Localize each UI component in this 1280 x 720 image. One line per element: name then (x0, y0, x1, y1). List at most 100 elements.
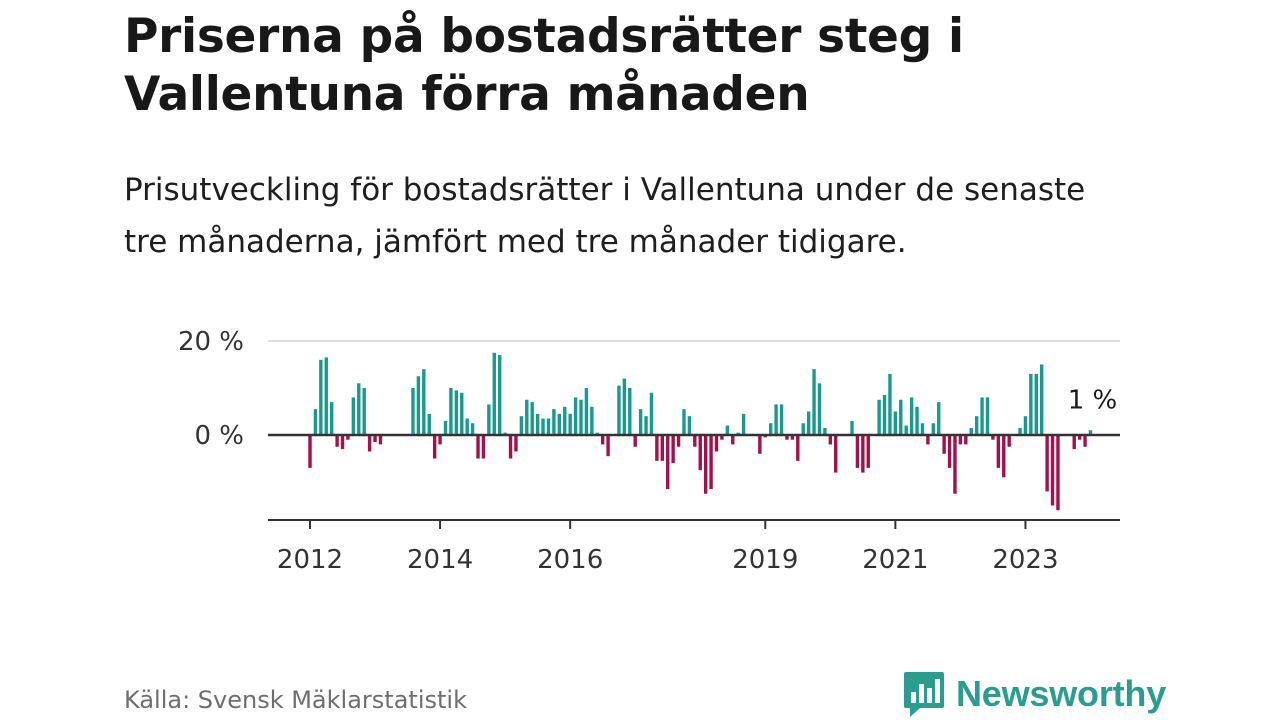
bar (530, 402, 534, 435)
bar (1045, 435, 1049, 492)
bar (974, 416, 979, 435)
bar (362, 388, 366, 435)
bar (666, 435, 670, 490)
bar (546, 418, 551, 435)
bar (1088, 430, 1093, 435)
newsworthy-logo: Newsworthy (902, 670, 1166, 718)
bar (416, 376, 421, 435)
bar (969, 427, 973, 435)
bar (367, 435, 372, 452)
bar (573, 397, 578, 435)
bar (812, 369, 816, 435)
bar (828, 435, 833, 445)
bar (953, 435, 957, 494)
bar (1050, 435, 1055, 506)
bar (346, 435, 350, 440)
y-tick-label: 0 % (194, 421, 244, 451)
bar (308, 435, 312, 468)
bar (915, 406, 919, 435)
bar (465, 418, 469, 435)
bar (980, 397, 984, 435)
bar (600, 435, 605, 445)
bar (492, 352, 496, 435)
bar (942, 435, 946, 454)
x-tick-label: 2016 (537, 545, 603, 575)
bar (590, 406, 594, 435)
bar (682, 409, 686, 435)
bar (1018, 427, 1022, 435)
chart-subtitle: Prisutveckling för bostadsrätter i Valle… (124, 172, 1086, 260)
bar (633, 435, 637, 447)
bar (584, 388, 589, 435)
bar (563, 406, 567, 435)
bar (351, 397, 356, 435)
bar (882, 395, 887, 435)
bar (671, 435, 675, 464)
bar (709, 435, 713, 490)
bar (861, 435, 865, 473)
newsworthy-bar-chart-icon (904, 672, 944, 717)
bar (525, 399, 529, 435)
bar (1077, 435, 1082, 440)
x-tick-label: 2014 (407, 545, 473, 575)
bar (552, 409, 556, 435)
bar (758, 435, 762, 454)
bar-chart: 0 % 20 % 2012 2014 2016 2019 2021 2023 1 % (178, 327, 1120, 575)
bar (888, 373, 892, 435)
bar (622, 378, 627, 435)
bar (779, 404, 784, 435)
bar (769, 423, 773, 435)
bar (357, 383, 361, 435)
bar (427, 413, 431, 435)
bar (926, 435, 930, 445)
bar (378, 435, 383, 445)
bar (850, 420, 854, 435)
x-tick-label: 2012 (277, 545, 343, 575)
bar (774, 404, 778, 435)
bar (535, 413, 540, 435)
bar (638, 409, 643, 435)
bar (519, 416, 524, 435)
bar (514, 435, 518, 452)
bar (628, 388, 632, 435)
bar (449, 388, 453, 435)
bar (866, 435, 870, 468)
bar (985, 397, 990, 435)
bar (1083, 435, 1087, 447)
bar (693, 435, 697, 447)
bar (660, 435, 664, 461)
bar (319, 359, 323, 435)
bar (937, 402, 941, 435)
bar (720, 435, 724, 440)
bar (823, 427, 827, 435)
bar (644, 416, 648, 435)
bar (324, 357, 328, 435)
bar (1040, 364, 1044, 435)
bar (909, 397, 914, 435)
bar (1072, 435, 1076, 450)
latest-value-label: 1 % (1068, 385, 1118, 415)
bar (606, 435, 610, 457)
bar (947, 435, 952, 468)
bar (731, 435, 735, 445)
bar (931, 423, 935, 435)
bar (649, 392, 654, 435)
bar (964, 435, 968, 445)
bar (454, 390, 459, 435)
bar (568, 413, 572, 435)
bar (541, 418, 545, 435)
bar (920, 423, 925, 435)
bar (877, 399, 881, 435)
y-tick-label: 20 % (178, 327, 244, 357)
bar (855, 435, 860, 468)
chart-title: Priserna på bostadsrätter steg i Vallent… (124, 9, 964, 122)
bar (476, 435, 480, 459)
bar (579, 399, 583, 435)
bar (1007, 435, 1011, 447)
bar (508, 435, 513, 459)
bar (329, 402, 334, 435)
bar (498, 355, 502, 435)
bar (725, 425, 730, 435)
bar (340, 435, 345, 450)
bar (1056, 435, 1060, 511)
